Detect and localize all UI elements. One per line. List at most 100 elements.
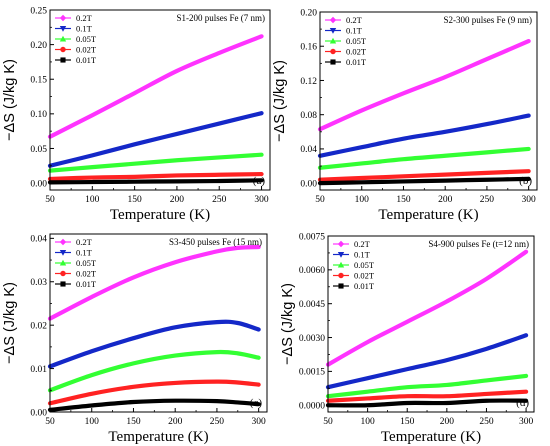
legend-label-0.05T: 0.05T — [354, 260, 375, 270]
legend-label-0.05T: 0.05T — [76, 34, 97, 44]
legend-label-0.02T: 0.02T — [76, 269, 97, 279]
y-tick-label: 0.12 — [300, 77, 317, 87]
panel-letter: (a) — [253, 175, 266, 187]
legend-label-0.02T: 0.02T — [76, 45, 97, 55]
x-tick-label: 100 — [355, 195, 370, 205]
y-tick-label: 0.0045 — [299, 300, 325, 310]
sample-annotation: S4-900 pulses Fe (t=12 nm) — [428, 239, 529, 249]
x-tick-label: 150 — [127, 195, 142, 205]
y-tick-label: 0.04 — [300, 145, 317, 155]
series-line-0.2T — [47, 244, 261, 321]
legend-marker-0.05T — [329, 37, 337, 44]
y-axis-title: −ΔS (J/kg K) — [280, 283, 296, 365]
legend-label-0.01T: 0.01T — [354, 281, 375, 291]
legend-label-0.2T: 0.2T — [354, 239, 371, 249]
y-axis-title: −ΔS (J/kg K) — [272, 60, 288, 142]
x-tick-label: 50 — [45, 417, 55, 427]
x-tick-label: 300 — [254, 195, 269, 205]
x-axis-title: Temperature (K) — [110, 207, 210, 223]
legend-marker-0.05T — [59, 259, 67, 266]
series-line-0.1T — [317, 113, 531, 158]
y-tick-label: 0.16 — [300, 43, 317, 53]
sample-annotation: S2-300 pulses Fe (9 nm) — [444, 15, 533, 25]
chart-panel-1: 50 100 150 200 250 300 0.00 0.05 0.10 0.15 0.20 0.2… — [2, 6, 271, 223]
x-tick-label: 300 — [522, 195, 537, 205]
legend-marker-0.1T — [329, 27, 337, 34]
y-tick-label: 0.0015 — [299, 368, 325, 378]
x-tick-label: 250 — [479, 417, 494, 427]
x-tick-label: 200 — [440, 417, 455, 427]
y-tick-label: 0.0000 — [299, 402, 325, 412]
x-tick-label: 250 — [212, 195, 227, 205]
legend-marker-0.01T — [60, 57, 66, 63]
series-line-0.05T — [47, 152, 264, 173]
legend-marker-0.02T — [60, 270, 66, 277]
legend-marker-0.1T — [59, 25, 67, 32]
legend-label-0.01T: 0.01T — [76, 55, 97, 65]
legend-marker-0.2T — [329, 16, 337, 24]
y-tick-label: 0.01 — [30, 365, 47, 375]
legend-marker-0.1T — [337, 251, 345, 258]
legend-label-0.1T: 0.1T — [76, 24, 93, 34]
y-tick-label: 0.08 — [300, 111, 317, 121]
sample-annotation: S1-200 pulses Fe (7 nm) — [177, 13, 266, 23]
x-tick-label: 100 — [85, 195, 100, 205]
series-line-0.1T — [47, 319, 261, 369]
legend-marker-0.2T — [59, 14, 67, 22]
series-line-0.01T — [47, 178, 264, 185]
x-tick-label: 100 — [360, 417, 375, 427]
x-tick-label: 250 — [210, 417, 225, 427]
y-tick-label: 0.0030 — [299, 334, 325, 344]
legend-marker-0.02T — [338, 272, 344, 279]
y-axis-title: −ΔS (J/kg K) — [2, 282, 18, 364]
legend-marker-0.01T — [330, 59, 336, 65]
x-axis-title: Temperature (K) — [378, 207, 478, 223]
series-line-0.01T — [317, 176, 531, 186]
x-tick-label: 50 — [45, 195, 55, 205]
y-tick-label: 0.04 — [30, 235, 47, 245]
legend-marker-0.2T — [337, 240, 345, 248]
legend-marker-0.05T — [337, 261, 345, 268]
x-tick-label: 200 — [168, 417, 183, 427]
legend-marker-0.02T — [330, 48, 336, 55]
series-line-0.2T — [47, 34, 264, 139]
y-tick-label: 0.10 — [30, 110, 47, 120]
series-line-0.1T — [47, 111, 264, 168]
series-line-0.05T — [47, 349, 261, 393]
plot-frame — [49, 9, 271, 191]
series-line-0.05T — [325, 373, 529, 399]
legend-marker-0.2T — [59, 238, 67, 246]
y-tick-label: 0.20 — [30, 41, 47, 51]
legend-label-0.2T: 0.2T — [76, 13, 93, 23]
y-tick-label: 0.00 — [300, 179, 317, 189]
y-tick-label: 0.02 — [30, 321, 47, 331]
legend-label-0.02T: 0.02T — [354, 271, 375, 281]
x-tick-label: 100 — [85, 417, 100, 427]
x-tick-label: 150 — [126, 417, 141, 427]
plot-frame — [327, 235, 535, 413]
plot-frame — [319, 11, 538, 191]
series-line-0.02T — [47, 171, 264, 182]
series-line-0.2T — [325, 249, 529, 367]
y-tick-label: 0.03 — [30, 278, 47, 288]
panel-letter: (d) — [516, 397, 529, 409]
series-line-0.2T — [317, 39, 531, 132]
x-tick-label: 250 — [480, 195, 495, 205]
y-tick-label: 0.20 — [300, 8, 317, 18]
x-tick-label: 200 — [438, 195, 453, 205]
series-line-0.02T — [325, 389, 529, 403]
y-tick-label: 0.25 — [30, 6, 47, 16]
chart-panel-4: 50 100 150 200 250 300 0.0000 0.0015 0.0030 0.004… — [280, 232, 535, 445]
legend-marker-0.05T — [59, 35, 67, 42]
legend-label-0.01T: 0.01T — [346, 57, 367, 67]
series-line-0.01T — [47, 398, 261, 412]
series-line-0.05T — [317, 146, 531, 170]
series-line-0.02T — [47, 379, 261, 406]
legend-label-0.05T: 0.05T — [346, 36, 367, 46]
legend-label-0.05T: 0.05T — [76, 258, 97, 268]
panel-letter: (b) — [519, 175, 532, 187]
panel-letter: (c) — [250, 397, 263, 409]
y-tick-label: 0.00 — [30, 408, 47, 418]
y-tick-label: 0.05 — [30, 145, 47, 155]
